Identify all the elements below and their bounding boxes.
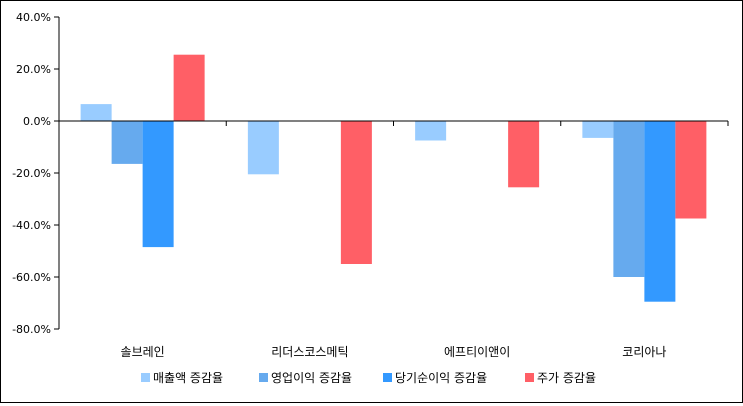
y-tick-label: 20.0%: [16, 63, 51, 76]
x-tick-label: 솔브레인: [121, 345, 165, 359]
bar: [173, 54, 205, 122]
bar: [415, 121, 447, 141]
legend: 매출액 증감율 영업이익 증감율 당기순이익 증감율 주가 증감율: [141, 371, 596, 385]
bar: [247, 121, 279, 175]
bar: [142, 121, 174, 248]
y-axis: 40.0% 20.0% 0.0% -20.0% -40.0% -60.0% -80.0%: [12, 11, 60, 336]
legend-label: 주가 증감율: [537, 371, 596, 385]
legend-swatch: [383, 373, 392, 382]
bar: [644, 121, 676, 302]
x-axis: 솔브레인 리더스코스메틱 에프티이앤이 코리아나: [58, 120, 729, 359]
bar: [613, 121, 645, 277]
x-tick-label: 코리아나: [622, 345, 666, 359]
bar: [675, 121, 707, 219]
x-tick-label: 리더스코스메틱: [271, 345, 348, 359]
y-tick-label: 40.0%: [16, 11, 51, 24]
y-tick-label: -60.0%: [12, 271, 51, 284]
bar: [111, 121, 143, 164]
legend-swatch: [141, 373, 150, 382]
legend-label: 매출액 증감율: [153, 371, 223, 385]
bars: [80, 54, 707, 302]
legend-label: 영업이익 증감율: [271, 371, 352, 385]
y-tick-label: 0.0%: [23, 115, 51, 128]
x-tick-label: 에프티이앤이: [444, 345, 510, 359]
bar: [582, 121, 614, 138]
y-tick-label: -80.0%: [12, 323, 51, 336]
bar: [80, 104, 112, 121]
y-tick-label: -40.0%: [12, 219, 51, 232]
bar: [340, 121, 372, 264]
bar: [508, 121, 540, 188]
y-tick-label: -20.0%: [12, 167, 51, 180]
legend-swatch: [525, 373, 534, 382]
legend-label: 당기순이익 증감율: [395, 371, 487, 385]
legend-swatch: [259, 373, 268, 382]
